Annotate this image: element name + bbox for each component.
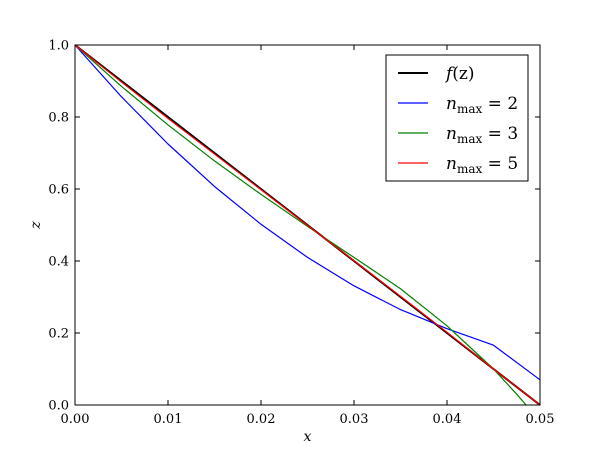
x-tick-label: 0.03 bbox=[340, 412, 369, 427]
y-tick-label: 0.8 bbox=[48, 111, 69, 126]
legend-label-2: nmax = 2 bbox=[446, 94, 518, 116]
y-tick-label: 0.6 bbox=[48, 183, 69, 198]
legend-label-3: nmax = 3 bbox=[446, 124, 518, 146]
y-tick-label: 1.0 bbox=[48, 39, 69, 54]
ticks-layer: 0.00 0.01 0.02 0.03 0.04 0.05 0.0 0.2 0.4 0.6 0.8 1… bbox=[48, 39, 554, 428]
x-tick-label: 0.00 bbox=[61, 412, 90, 427]
y-tick-label: 0.2 bbox=[48, 327, 69, 342]
legend-label-4: nmax = 5 bbox=[446, 154, 518, 176]
y-axis-label: z bbox=[28, 221, 44, 230]
legend-box bbox=[385, 54, 529, 182]
series-layer bbox=[74, 44, 541, 406]
y-tick-label: 0.0 bbox=[48, 399, 69, 414]
series-line-3 bbox=[74, 44, 527, 406]
x-tick-label: 0.04 bbox=[433, 412, 462, 427]
series-line-4 bbox=[74, 44, 541, 406]
x-tick-label: 0.01 bbox=[154, 412, 183, 427]
x-tick-label: 0.02 bbox=[247, 412, 276, 427]
x-tick-label: 0.05 bbox=[526, 412, 555, 427]
legend-label-1: f(z) bbox=[444, 64, 475, 84]
axes-frame bbox=[74, 44, 541, 406]
x-axis-label: x bbox=[304, 429, 312, 445]
series-line-2 bbox=[74, 44, 541, 381]
y-tick-label: 0.4 bbox=[48, 255, 69, 270]
legend: f(z) nmax = 2 nmax = 3 nmax = 5 bbox=[385, 54, 529, 182]
